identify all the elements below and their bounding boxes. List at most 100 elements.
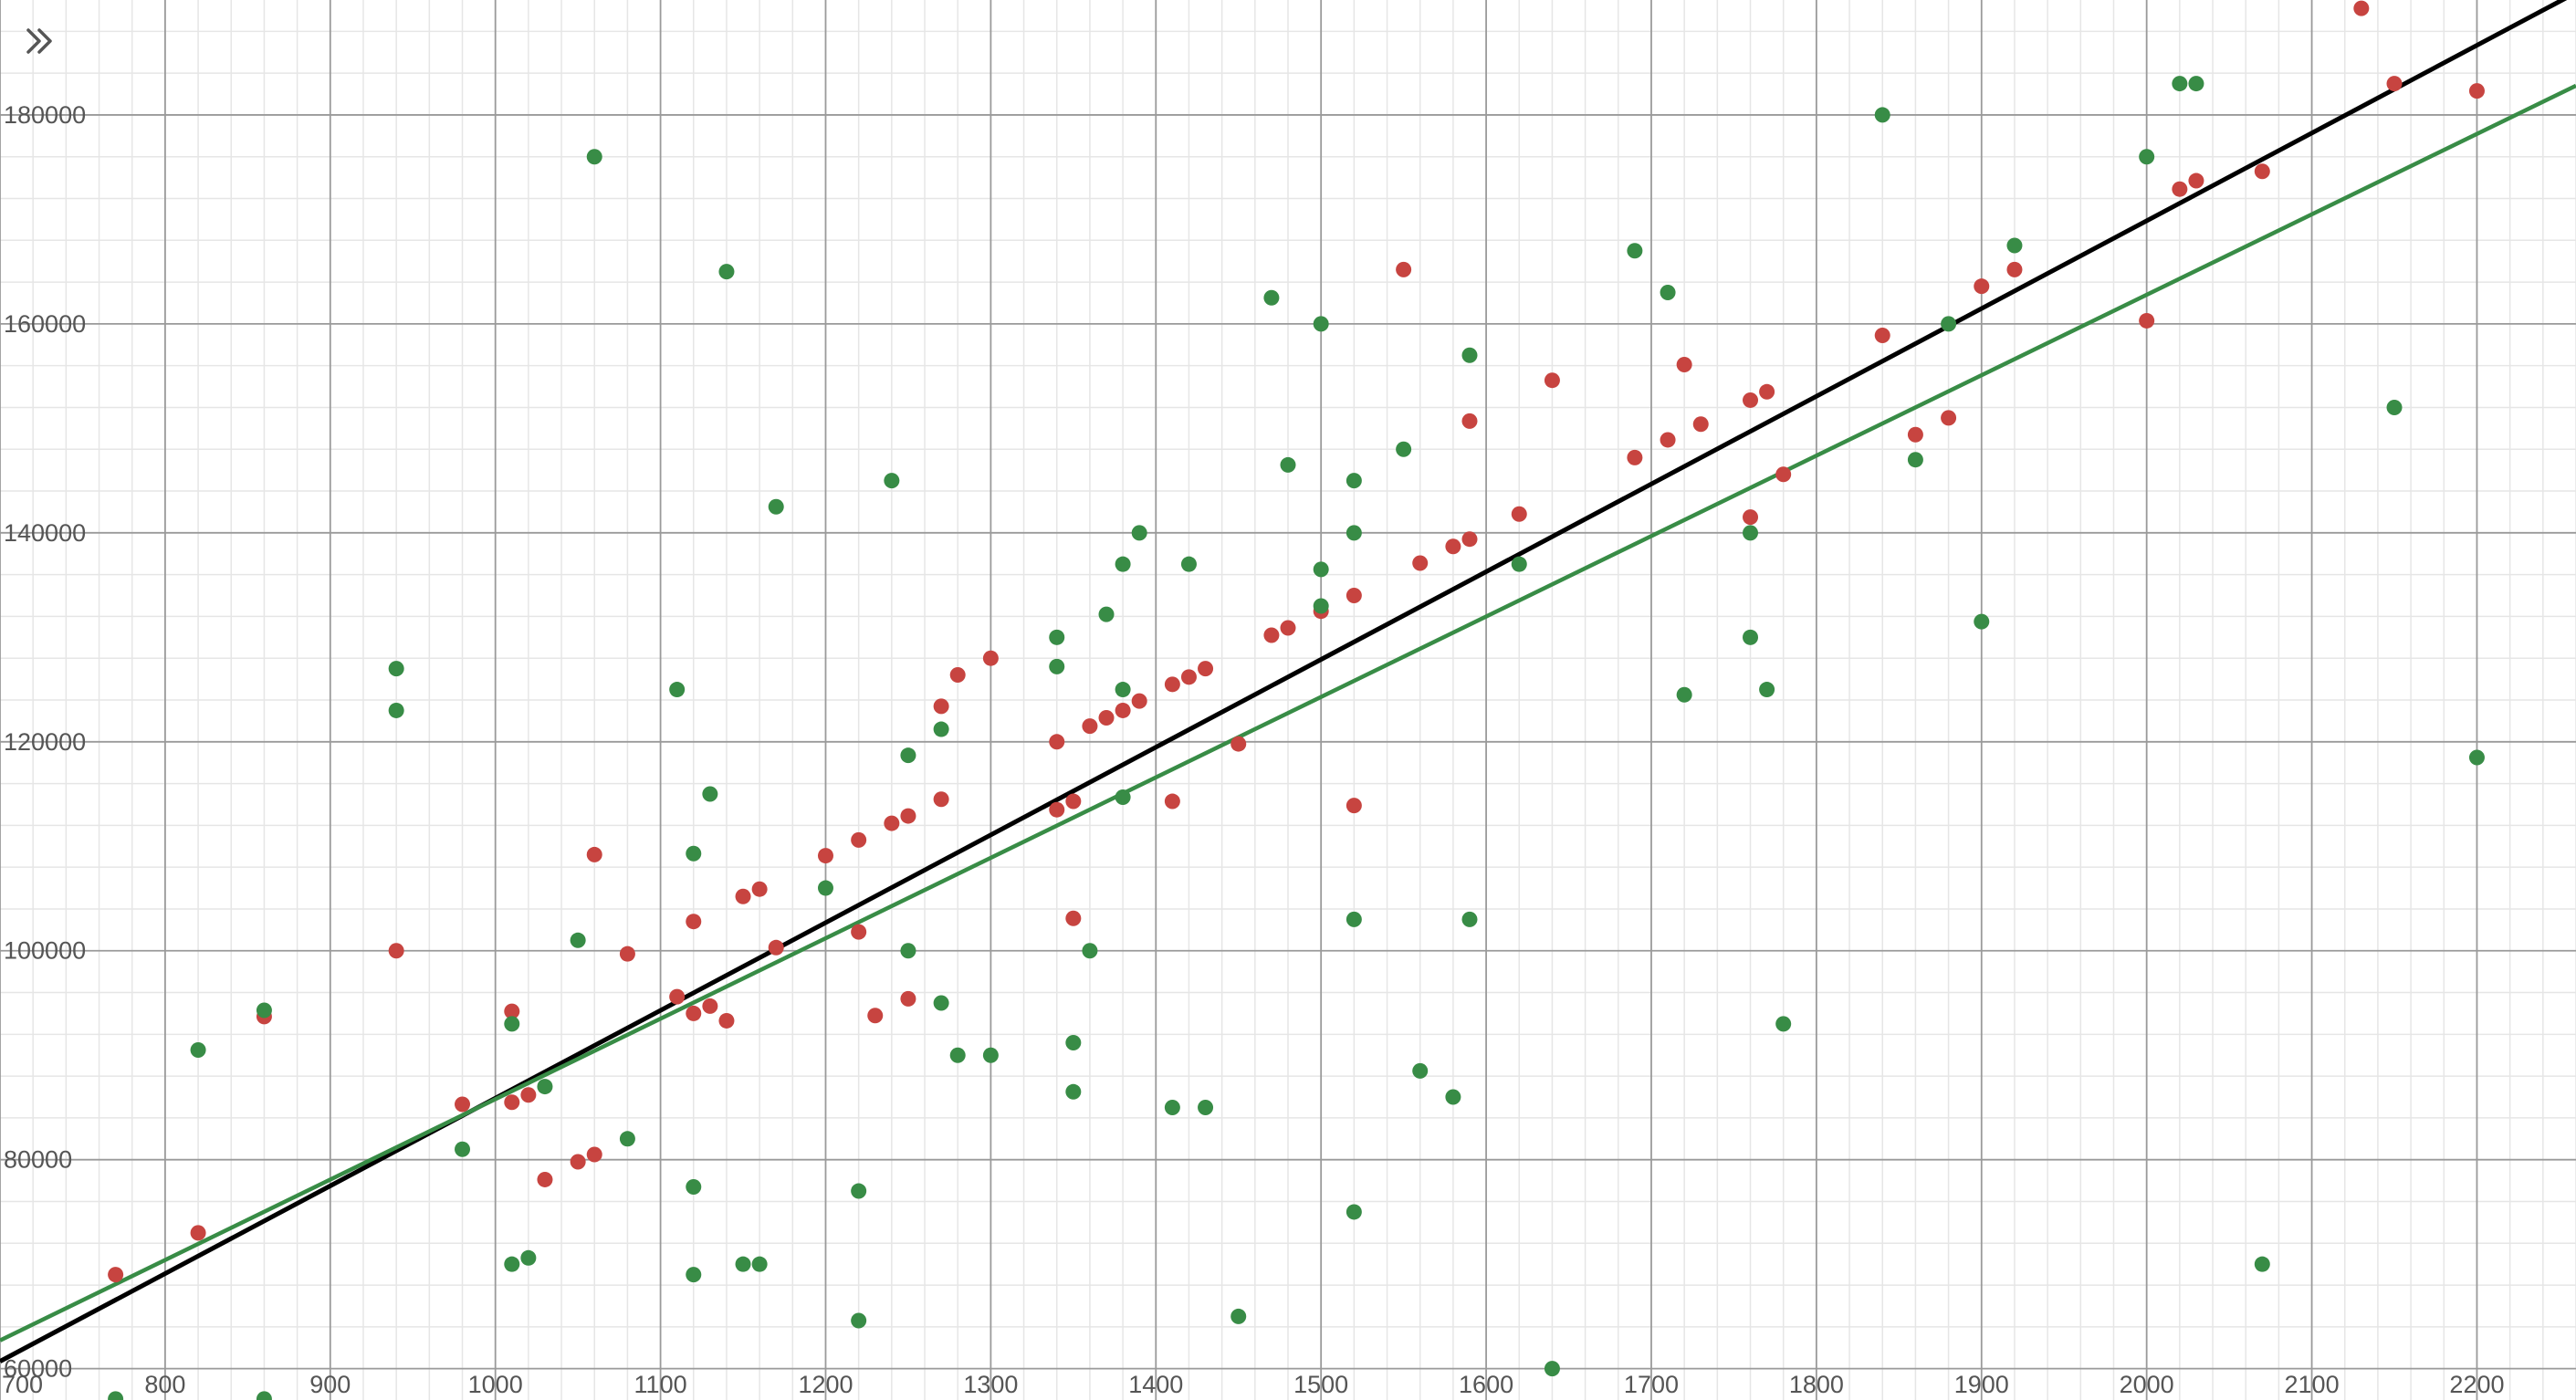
green-data-point[interactable] <box>1115 556 1131 572</box>
green-data-point[interactable] <box>2188 76 2204 92</box>
green-data-point[interactable] <box>108 1391 124 1400</box>
green-data-point[interactable] <box>2139 149 2155 165</box>
green-data-point[interactable] <box>1627 243 1643 259</box>
green-data-point[interactable] <box>702 786 718 802</box>
green-data-point[interactable] <box>1907 452 1923 468</box>
red-data-point[interactable] <box>1164 793 1180 810</box>
green-data-point[interactable] <box>1164 1099 1180 1115</box>
red-data-point[interactable] <box>1049 801 1065 818</box>
red-data-point[interactable] <box>686 914 702 930</box>
green-data-point[interactable] <box>2172 76 2188 92</box>
red-data-point[interactable] <box>537 1171 553 1187</box>
green-data-point[interactable] <box>2254 1256 2270 1272</box>
red-data-point[interactable] <box>1511 506 1527 522</box>
red-data-point[interactable] <box>455 1096 471 1113</box>
green-data-point[interactable] <box>851 1312 867 1329</box>
green-data-point[interactable] <box>982 1047 999 1063</box>
green-data-point[interactable] <box>686 845 702 862</box>
green-data-point[interactable] <box>686 1267 702 1283</box>
red-data-point[interactable] <box>1164 676 1180 693</box>
green-data-point[interactable] <box>1461 347 1478 363</box>
red-data-point[interactable] <box>851 831 867 848</box>
green-data-point[interactable] <box>1065 1034 1082 1050</box>
green-data-point[interactable] <box>1049 658 1065 674</box>
green-data-point[interactable] <box>949 1047 966 1063</box>
red-data-point[interactable] <box>1198 661 1214 677</box>
green-data-point[interactable] <box>1098 606 1115 622</box>
red-data-point[interactable] <box>1263 627 1280 643</box>
green-data-point[interactable] <box>1313 316 1329 332</box>
red-data-point[interactable] <box>2006 261 2023 277</box>
red-data-point[interactable] <box>2188 172 2204 189</box>
green-data-point[interactable] <box>1759 682 1775 698</box>
green-data-point[interactable] <box>1874 107 1890 123</box>
red-data-point[interactable] <box>669 988 686 1005</box>
green-data-point[interactable] <box>1313 598 1329 614</box>
red-data-point[interactable] <box>867 1008 884 1024</box>
green-data-point[interactable] <box>1346 1204 1362 1220</box>
green-data-point[interactable] <box>1544 1361 1560 1377</box>
red-data-point[interactable] <box>817 848 833 864</box>
red-data-point[interactable] <box>718 1012 735 1029</box>
red-data-point[interactable] <box>1941 410 1957 426</box>
red-data-point[interactable] <box>1115 702 1131 718</box>
red-data-point[interactable] <box>1461 531 1478 548</box>
green-data-point[interactable] <box>1941 316 1957 332</box>
red-data-point[interactable] <box>1049 734 1065 750</box>
red-data-point[interactable] <box>1461 413 1478 429</box>
green-data-point[interactable] <box>504 1016 520 1032</box>
red-data-point[interactable] <box>520 1087 537 1103</box>
green-data-point[interactable] <box>1198 1099 1214 1115</box>
green-data-point[interactable] <box>768 498 784 515</box>
red-data-point[interactable] <box>1346 798 1362 814</box>
green-data-point[interactable] <box>504 1256 520 1272</box>
green-data-point[interactable] <box>1115 789 1131 805</box>
green-data-point[interactable] <box>2468 749 2485 766</box>
green-data-point[interactable] <box>2386 399 2403 415</box>
green-data-point[interactable] <box>900 747 916 764</box>
red-data-point[interactable] <box>1907 426 1923 443</box>
red-data-point[interactable] <box>1660 432 1676 448</box>
green-data-point[interactable] <box>1082 943 1098 959</box>
red-data-point[interactable] <box>933 698 949 715</box>
red-data-point[interactable] <box>1098 709 1115 726</box>
red-data-point[interactable] <box>1775 466 1792 483</box>
red-data-point[interactable] <box>933 791 949 808</box>
red-data-point[interactable] <box>570 1154 586 1170</box>
green-data-point[interactable] <box>2006 237 2023 254</box>
red-data-point[interactable] <box>1692 416 1709 433</box>
green-data-point[interactable] <box>718 264 735 280</box>
red-data-point[interactable] <box>702 998 718 1014</box>
green-data-point[interactable] <box>1396 441 1412 457</box>
green-data-point[interactable] <box>1115 682 1131 698</box>
green-data-point[interactable] <box>190 1042 206 1058</box>
green-data-point[interactable] <box>1263 289 1280 306</box>
red-data-point[interactable] <box>1974 278 1990 295</box>
green-data-point[interactable] <box>1131 525 1147 541</box>
red-data-point[interactable] <box>751 881 768 897</box>
red-data-point[interactable] <box>1874 327 1890 343</box>
green-data-point[interactable] <box>1676 686 1692 703</box>
red-data-point[interactable] <box>1412 555 1429 571</box>
red-data-point[interactable] <box>388 943 404 959</box>
green-data-point[interactable] <box>900 943 916 959</box>
red-data-point[interactable] <box>900 990 916 1007</box>
green-data-point[interactable] <box>817 880 833 896</box>
green-data-point[interactable] <box>1461 911 1478 927</box>
red-data-point[interactable] <box>108 1267 124 1283</box>
green-data-point[interactable] <box>455 1141 471 1157</box>
green-data-point[interactable] <box>1412 1062 1429 1079</box>
green-data-point[interactable] <box>1280 456 1296 473</box>
green-data-point[interactable] <box>537 1079 553 1095</box>
green-data-point[interactable] <box>1743 525 1759 541</box>
red-data-point[interactable] <box>2172 181 2188 197</box>
green-data-point[interactable] <box>1180 556 1197 572</box>
red-data-point[interactable] <box>2254 163 2270 180</box>
red-data-point[interactable] <box>1230 736 1247 752</box>
red-data-point[interactable] <box>900 808 916 824</box>
red-data-point[interactable] <box>949 667 966 684</box>
red-data-point[interactable] <box>1346 588 1362 604</box>
red-data-point[interactable] <box>2353 0 2370 16</box>
green-data-point[interactable] <box>1346 473 1362 489</box>
green-data-point[interactable] <box>619 1131 635 1147</box>
